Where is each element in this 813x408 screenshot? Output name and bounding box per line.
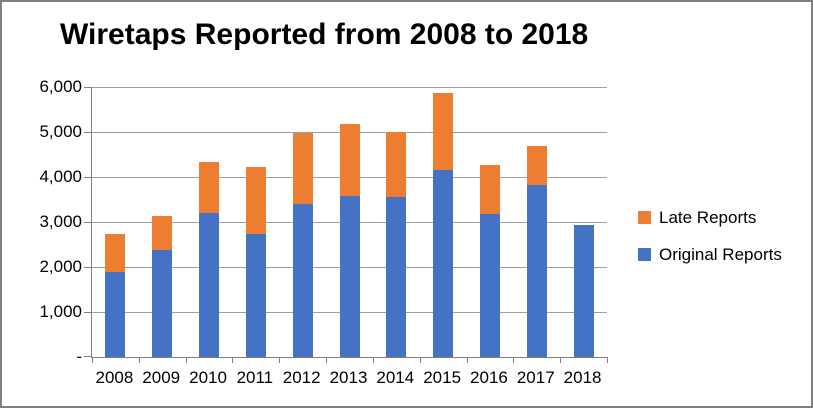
gridline-6000	[92, 87, 607, 88]
bar-original-reports-2017	[526, 185, 547, 357]
bar-late-reports-2011	[245, 166, 266, 235]
x-axis-tick-11	[607, 357, 608, 363]
x-axis-tick-9	[513, 357, 515, 363]
x-axis-tick-0	[92, 357, 93, 363]
bar-late-reports-2017	[526, 145, 547, 186]
x-axis-tick-3	[232, 357, 234, 363]
plot-area	[84, 87, 608, 363]
bar-late-reports-2010	[199, 162, 220, 214]
y-axis-tick-0	[84, 356, 92, 357]
x-axis-tick-8	[466, 357, 468, 363]
y-axis-label-0: -	[76, 347, 82, 366]
x-axis-tick-5	[326, 357, 328, 363]
y-axis-label-5000: 5,000	[39, 122, 82, 141]
x-axis-tick-4	[279, 357, 281, 363]
x-axis-label-2010: 2010	[189, 368, 227, 387]
chart-title: Wiretaps Reported from 2008 to 2018	[60, 18, 589, 51]
bar-original-reports-2013	[339, 196, 360, 357]
y-axis-label-3000: 3,000	[39, 212, 82, 231]
y-axis-label-4000: 4,000	[39, 167, 82, 186]
bar-original-reports-2014	[386, 197, 407, 357]
x-axis-label-2014: 2014	[376, 368, 415, 387]
bar-late-reports-2012	[292, 132, 313, 205]
x-axis-tick-10	[560, 357, 562, 363]
bar-original-reports-2010	[199, 213, 220, 357]
x-axis-label-2018: 2018	[563, 368, 602, 387]
legend-swatch-original-reports	[638, 248, 651, 261]
bar-late-reports-2008	[105, 234, 126, 272]
bar-late-reports-2009	[152, 216, 173, 251]
legend-swatch-late-reports	[638, 211, 651, 224]
x-axis-label-2008: 2008	[95, 368, 134, 387]
y-axis-tick-2000	[84, 267, 92, 268]
x-axis-tick-2	[185, 357, 187, 363]
bar-late-reports-2014	[386, 132, 407, 198]
bar-late-reports-2016	[479, 165, 500, 215]
x-axis-tick-6	[372, 357, 374, 363]
x-axis-label-2012: 2012	[282, 368, 321, 387]
y-axis-tick-1000	[84, 312, 92, 313]
y-axis-label-2000: 2,000	[39, 257, 82, 276]
legend: Late Reports Original Reports	[638, 208, 782, 264]
x-axis-label-2016: 2016	[470, 368, 508, 387]
legend-item-late-reports: Late Reports	[638, 208, 782, 227]
y-axis-tick-3000	[84, 222, 92, 223]
y-axis-tick-4000	[84, 177, 92, 178]
bar-late-reports-2015	[433, 92, 454, 171]
legend-item-original-reports: Original Reports	[638, 245, 782, 264]
bar-original-reports-2012	[292, 204, 313, 357]
bar-original-reports-2015	[433, 170, 454, 357]
bar-original-reports-2008	[105, 271, 126, 357]
x-axis-label-2013: 2013	[329, 368, 368, 387]
x-axis-label-2017: 2017	[516, 368, 555, 387]
bar-original-reports-2018	[573, 224, 594, 357]
y-axis-label-6000: 6,000	[39, 77, 82, 96]
y-axis-tick-6000	[84, 87, 92, 88]
bar-late-reports-2013	[339, 123, 360, 197]
x-axis-label-2009: 2009	[142, 368, 181, 387]
x-axis-tick-7	[419, 357, 421, 363]
x-axis-label-2015: 2015	[423, 368, 462, 387]
y-axis-label-1000: 1,000	[39, 302, 82, 321]
bar-original-reports-2016	[479, 214, 500, 357]
y-axis-tick-5000	[84, 132, 92, 133]
legend-label-late-reports: Late Reports	[659, 207, 757, 227]
x-axis-tick-1	[138, 357, 140, 363]
bar-original-reports-2011	[245, 234, 266, 357]
legend-label-original-reports: Original Reports	[659, 244, 782, 264]
bar-original-reports-2009	[152, 250, 173, 357]
x-axis-label-2011: 2011	[236, 368, 274, 387]
